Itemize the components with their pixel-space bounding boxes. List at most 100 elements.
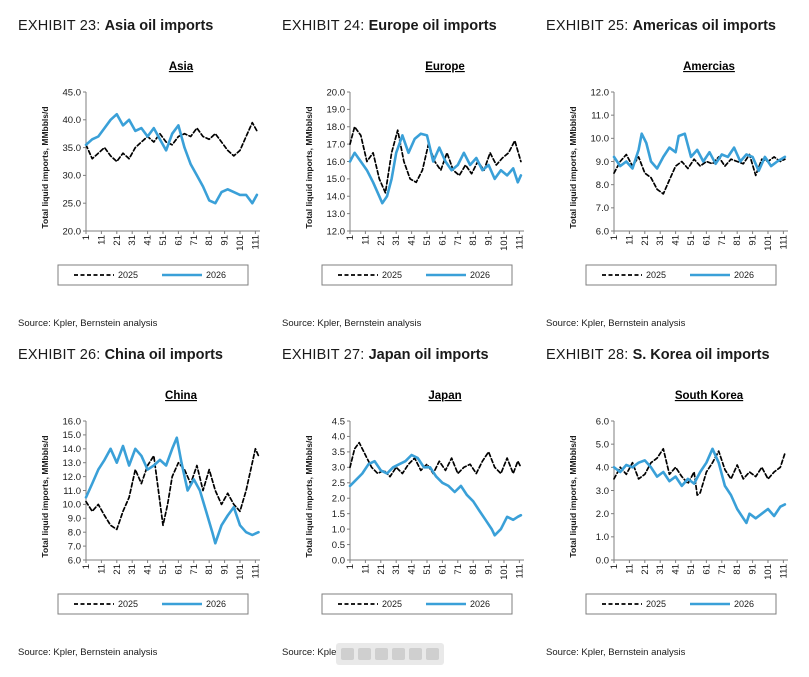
y-tick-label: 20.0 xyxy=(63,226,82,237)
y-tick-label: 15.0 xyxy=(327,174,346,185)
y-tick-label: 2.0 xyxy=(332,494,345,505)
x-tick-label: 81 xyxy=(204,564,215,575)
x-tick-label: 41 xyxy=(671,235,682,246)
y-tick-label: 4.0 xyxy=(332,432,345,443)
x-tick-label: 41 xyxy=(143,564,154,575)
exhibit-title: Americas oil imports xyxy=(632,18,776,34)
x-tick-label: 51 xyxy=(158,564,169,575)
y-tick-label: 12.0 xyxy=(327,226,346,237)
y-tick-label: 0.0 xyxy=(332,555,345,566)
legend-label: 2026 xyxy=(734,270,754,280)
x-tick-label: 91 xyxy=(484,564,495,575)
y-axis-title: Total liquid imports, MMbbls/d xyxy=(568,435,578,557)
chart-title: Amercias xyxy=(683,61,735,73)
exhibit-label: EXHIBIT 25: xyxy=(546,18,629,34)
x-tick-label: 41 xyxy=(143,235,154,246)
y-tick-label: 6.0 xyxy=(68,555,81,566)
x-tick-label: 91 xyxy=(484,235,495,246)
exhibit-title: S. Korea oil imports xyxy=(632,347,770,363)
x-tick-label: 111 xyxy=(250,235,261,249)
y-tick-label: 8.0 xyxy=(68,528,81,539)
y-tick-label: 16.0 xyxy=(327,157,346,168)
exhibit-panel: EXHIBIT 23: Asia oil imports Asia 20.0 25.0… xyxy=(18,18,282,348)
legend-label: 2026 xyxy=(206,599,226,609)
x-tick-label: 1 xyxy=(345,564,356,569)
series-line-2026 xyxy=(612,447,787,525)
y-tick-label: 2.5 xyxy=(332,478,345,489)
x-tick-label: 11 xyxy=(96,235,107,245)
x-tick-label: 91 xyxy=(748,564,759,575)
y-tick-label: 7.0 xyxy=(68,541,81,552)
x-tick-label: 1 xyxy=(609,564,620,569)
x-tick-label: 101 xyxy=(235,235,246,251)
y-tick-label: 10.0 xyxy=(591,134,610,145)
legend-label: 2025 xyxy=(118,270,138,280)
x-tick-label: 71 xyxy=(189,235,200,246)
x-tick-label: 51 xyxy=(158,235,169,246)
x-tick-label: 21 xyxy=(112,564,123,575)
x-tick-label: 61 xyxy=(173,564,184,575)
series-line-2025 xyxy=(613,153,786,195)
x-tick-label: 91 xyxy=(220,564,231,575)
x-tick-label: 51 xyxy=(686,564,697,575)
x-tick-label: 41 xyxy=(671,564,682,575)
x-tick-label: 1 xyxy=(609,235,620,240)
legend-label: 2026 xyxy=(470,599,490,609)
legend-label: 2025 xyxy=(382,270,402,280)
obscured-watermark xyxy=(336,643,444,665)
y-tick-label: 45.0 xyxy=(63,87,82,98)
y-tick-label: 6.0 xyxy=(596,416,609,427)
legend-label: 2025 xyxy=(382,599,402,609)
exhibit-panel: EXHIBIT 28: S. Korea oil imports South Ko… xyxy=(546,347,809,677)
x-tick-label: 71 xyxy=(189,564,200,575)
x-tick-label: 111 xyxy=(250,564,261,578)
exhibit-heading: EXHIBIT 26: China oil imports xyxy=(18,347,223,363)
y-tick-label: 3.5 xyxy=(332,447,345,458)
x-tick-label: 11 xyxy=(624,235,635,245)
y-tick-label: 1.0 xyxy=(596,532,609,543)
y-tick-label: 4.0 xyxy=(596,463,609,474)
x-tick-label: 1 xyxy=(345,235,356,240)
x-tick-label: 111 xyxy=(514,564,525,578)
x-tick-label: 61 xyxy=(701,235,712,246)
x-tick-label: 91 xyxy=(220,235,231,246)
x-tick-label: 21 xyxy=(640,564,651,575)
exhibit-heading: EXHIBIT 27: Japan oil imports xyxy=(282,347,489,363)
y-tick-label: 5.0 xyxy=(596,439,609,450)
x-tick-label: 1 xyxy=(81,564,92,569)
y-tick-label: 35.0 xyxy=(63,143,82,154)
chart-title: Europe xyxy=(425,61,465,73)
source-note: Source: Kpler, Bernstein analysis xyxy=(546,318,686,329)
y-tick-label: 0.0 xyxy=(596,555,609,566)
exhibit-label: EXHIBIT 23: xyxy=(18,18,101,34)
x-tick-label: 81 xyxy=(732,235,743,246)
exhibit-title: Europe oil imports xyxy=(368,18,497,34)
x-tick-label: 21 xyxy=(640,235,651,246)
chart-title: Japan xyxy=(428,390,461,402)
exhibit-label: EXHIBIT 28: xyxy=(546,347,629,363)
exhibit-panel: EXHIBIT 25: Americas oil imports Amercias… xyxy=(546,18,809,348)
legend-box xyxy=(57,264,249,286)
y-tick-label: 13.0 xyxy=(327,209,346,220)
series-line-2026 xyxy=(348,453,523,537)
x-tick-label: 11 xyxy=(360,235,371,245)
x-tick-label: 1 xyxy=(81,235,92,240)
x-tick-label: 31 xyxy=(127,564,138,575)
y-tick-label: 19.0 xyxy=(327,105,346,116)
y-tick-label: 17.0 xyxy=(327,139,346,150)
y-tick-label: 11.0 xyxy=(591,110,609,121)
chart-title: South Korea xyxy=(675,390,744,402)
x-tick-label: 41 xyxy=(407,235,418,246)
legend-label: 2025 xyxy=(118,599,138,609)
y-tick-label: 13.0 xyxy=(63,458,82,469)
legend-box xyxy=(321,593,513,615)
x-tick-label: 81 xyxy=(732,564,743,575)
x-tick-label: 51 xyxy=(422,235,433,246)
x-tick-label: 11 xyxy=(96,564,107,574)
y-axis-title: Total liquid imports, MMbbls/d xyxy=(568,106,578,228)
series-line-2026 xyxy=(84,112,259,205)
line-chart: China 6.0 7.0 8.0 9.0 10.0 11.0 12.0 13.0 14.0 15.… xyxy=(40,390,261,615)
x-tick-label: 61 xyxy=(437,564,448,575)
